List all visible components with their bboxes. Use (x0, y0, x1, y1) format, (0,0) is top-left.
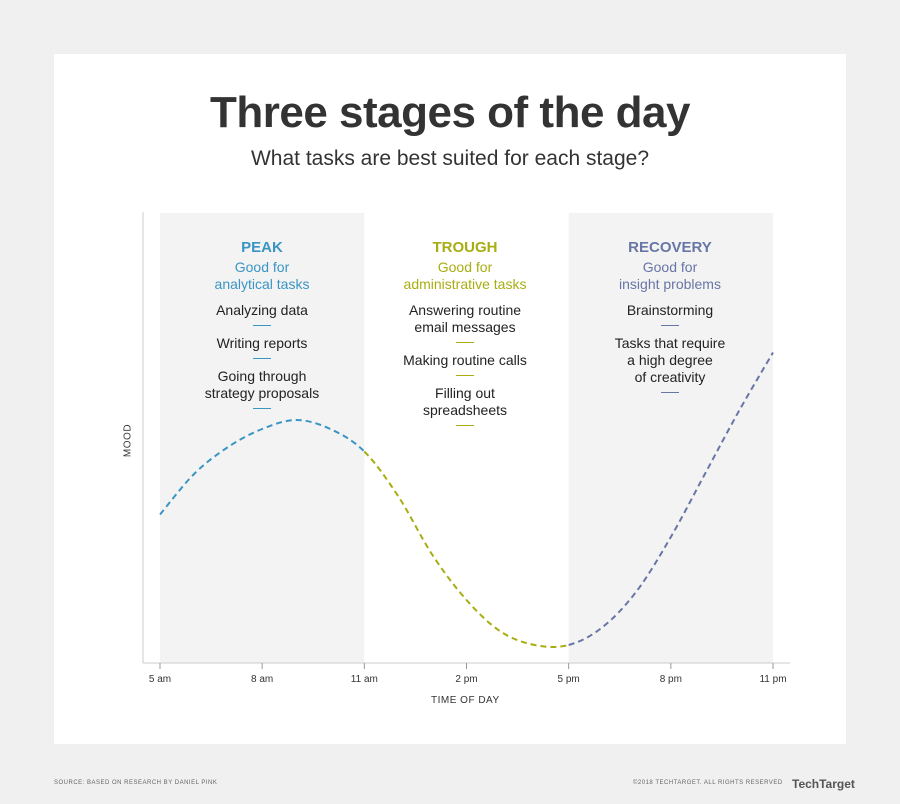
task-list: Brainstorming Tasks that require a high de… (568, 302, 772, 393)
task-line: Tasks that require (614, 335, 726, 351)
stage-desc: Good for analytical tasks (160, 259, 364, 293)
stage-name: PEAK (241, 239, 283, 256)
task-line: Analyzing data (216, 302, 308, 318)
stage-desc-line: analytical tasks (214, 276, 310, 292)
stage-peak: PEAK Good for analytical tasks Analyzing… (160, 238, 364, 409)
task-item: Filling out spreadsheets (363, 385, 567, 419)
band-recovery (568, 213, 773, 663)
copyright-note: ©2018 TECHTARGET. ALL RIGHTS RESERVED (633, 780, 783, 786)
x-tick-label: 11 am (350, 674, 378, 685)
task-separator (253, 408, 271, 409)
task-line: Answering routine (408, 302, 522, 318)
task-separator (661, 392, 679, 393)
task-line: of creativity (634, 369, 706, 385)
y-axis-title: MOOD (122, 423, 134, 458)
x-tick-label: 8 pm (659, 674, 682, 685)
x-tick-label: 8 am (251, 674, 274, 685)
stage-trough: TROUGH Good for administrative tasks Ans… (363, 238, 567, 426)
task-separator (661, 325, 679, 326)
page-title: Three stages of the day (210, 88, 690, 137)
stage-recovery: RECOVERY Good for insight problems Brain… (568, 238, 772, 393)
stage-desc-line: Good for (642, 259, 698, 275)
stage-desc-line: Good for (234, 259, 290, 275)
task-line: Brainstorming (626, 302, 714, 318)
task-list: Analyzing data Writing reports Going throu… (160, 302, 364, 409)
x-tick-label: 11 pm (759, 674, 787, 685)
stage-desc-line: administrative tasks (403, 276, 527, 292)
task-line: Filling out (435, 385, 495, 401)
stage-desc-line: Good for (437, 259, 493, 275)
x-tick-label: 5 am (148, 674, 172, 685)
task-separator (253, 325, 271, 326)
task-line: Writing reports (216, 335, 308, 351)
techtarget-logo: TechTarget (792, 777, 855, 791)
task-line: strategy proposals (204, 385, 320, 401)
task-item: Analyzing data (160, 302, 364, 319)
band-peak (160, 213, 365, 663)
task-item: Making routine calls (363, 352, 567, 369)
task-line: a high degree (627, 352, 713, 368)
stage-name: RECOVERY (628, 239, 712, 256)
task-line: Making routine calls (403, 352, 527, 368)
stage-desc-line: insight problems (619, 276, 721, 292)
mood-curve-segment (363, 450, 569, 648)
task-line: spreadsheets (422, 402, 508, 418)
task-separator (456, 425, 474, 426)
task-item: Tasks that require a high degree of creati… (568, 335, 772, 386)
task-list: Answering routine email messages Making ro… (363, 302, 567, 426)
x-tick-label: 5 pm (557, 674, 580, 685)
x-tick-label: 2 pm (455, 674, 478, 685)
task-item: Writing reports (160, 335, 364, 352)
task-item: Going through strategy proposals (160, 368, 364, 402)
task-line: Going through (217, 368, 307, 384)
x-axis-title: TIME OF DAY (431, 695, 500, 706)
task-item: Answering routine email messages (363, 302, 567, 336)
task-separator (456, 375, 474, 376)
source-note: SOURCE: BASED ON RESEARCH BY DANIEL PINK (54, 780, 218, 786)
task-line: email messages (414, 319, 516, 335)
mood-curve-segment (159, 418, 366, 516)
task-separator (456, 342, 474, 343)
mood-curve-segment (568, 351, 774, 646)
page-subtitle: What tasks are best suited for each stag… (250, 147, 650, 170)
stage-name: TROUGH (432, 239, 498, 256)
task-item: Brainstorming (568, 302, 772, 319)
task-separator (253, 358, 271, 359)
stage-desc: Good for insight problems (568, 259, 772, 293)
stage-desc: Good for administrative tasks (363, 259, 567, 293)
